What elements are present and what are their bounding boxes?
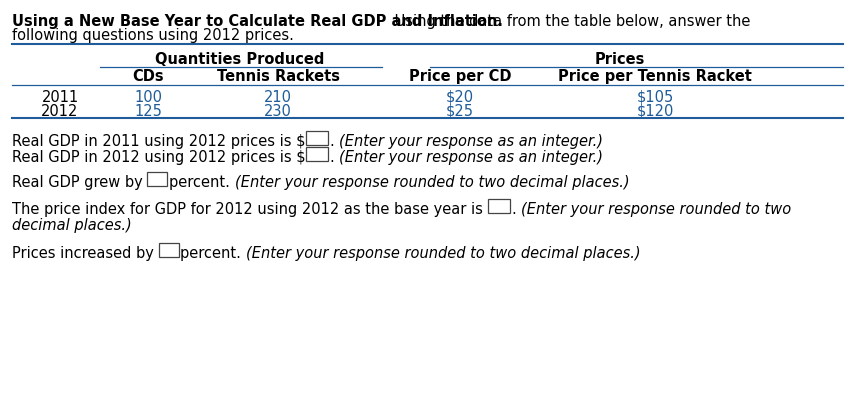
Text: Quantities Produced: Quantities Produced [156,52,325,67]
Text: (Enter your response rounded to two decimal places.): (Enter your response rounded to two deci… [246,246,640,261]
Text: Prices increased by: Prices increased by [12,246,158,261]
Bar [487,199,510,213]
Bar [305,147,327,161]
Text: .: . [330,150,339,165]
Text: $105: $105 [636,90,674,105]
Text: 210: 210 [264,90,292,105]
Text: (Enter your response as an integer.): (Enter your response as an integer.) [339,134,603,149]
Text: 100: 100 [134,90,162,105]
Text: Price per CD: Price per CD [409,69,511,84]
Text: Price per Tennis Racket: Price per Tennis Racket [558,69,752,84]
Bar [305,131,327,145]
Text: Real GDP in 2011 using 2012 prices is $: Real GDP in 2011 using 2012 prices is $ [12,134,305,149]
Text: CDs: CDs [133,69,164,84]
Text: $120: $120 [636,104,674,119]
Text: Using the data from the table below, answer the: Using the data from the table below, ans… [390,14,751,29]
Text: (Enter your response rounded to two decimal places.): (Enter your response rounded to two deci… [235,175,629,190]
Text: 230: 230 [264,104,292,119]
Bar [147,172,168,186]
Text: $20: $20 [446,90,474,105]
Text: .: . [329,134,339,149]
Text: decimal places.): decimal places.) [12,218,132,233]
Text: following questions using 2012 prices.: following questions using 2012 prices. [12,28,294,43]
Text: (Enter your response as an integer.): (Enter your response as an integer.) [339,150,603,165]
Text: 125: 125 [134,104,162,119]
Text: percent.: percent. [169,175,235,190]
Text: Real GDP grew by: Real GDP grew by [12,175,147,190]
Text: Using a New Base Year to Calculate Real GDP and Inflation.: Using a New Base Year to Calculate Real … [12,14,503,29]
Text: 2011: 2011 [41,90,79,105]
Text: percent.: percent. [180,246,246,261]
Text: Prices: Prices [595,52,646,67]
Text: (Enter your response rounded to two: (Enter your response rounded to two [521,202,791,217]
Text: Tennis Rackets: Tennis Rackets [216,69,339,84]
Text: The price index for GDP for 2012 using 2012 as the base year is: The price index for GDP for 2012 using 2… [12,202,487,217]
Text: 2012: 2012 [41,104,79,119]
Text: $25: $25 [446,104,474,119]
Text: .: . [511,202,521,217]
Bar [158,243,179,257]
Text: Real GDP in 2012 using 2012 prices is $: Real GDP in 2012 using 2012 prices is $ [12,150,305,165]
